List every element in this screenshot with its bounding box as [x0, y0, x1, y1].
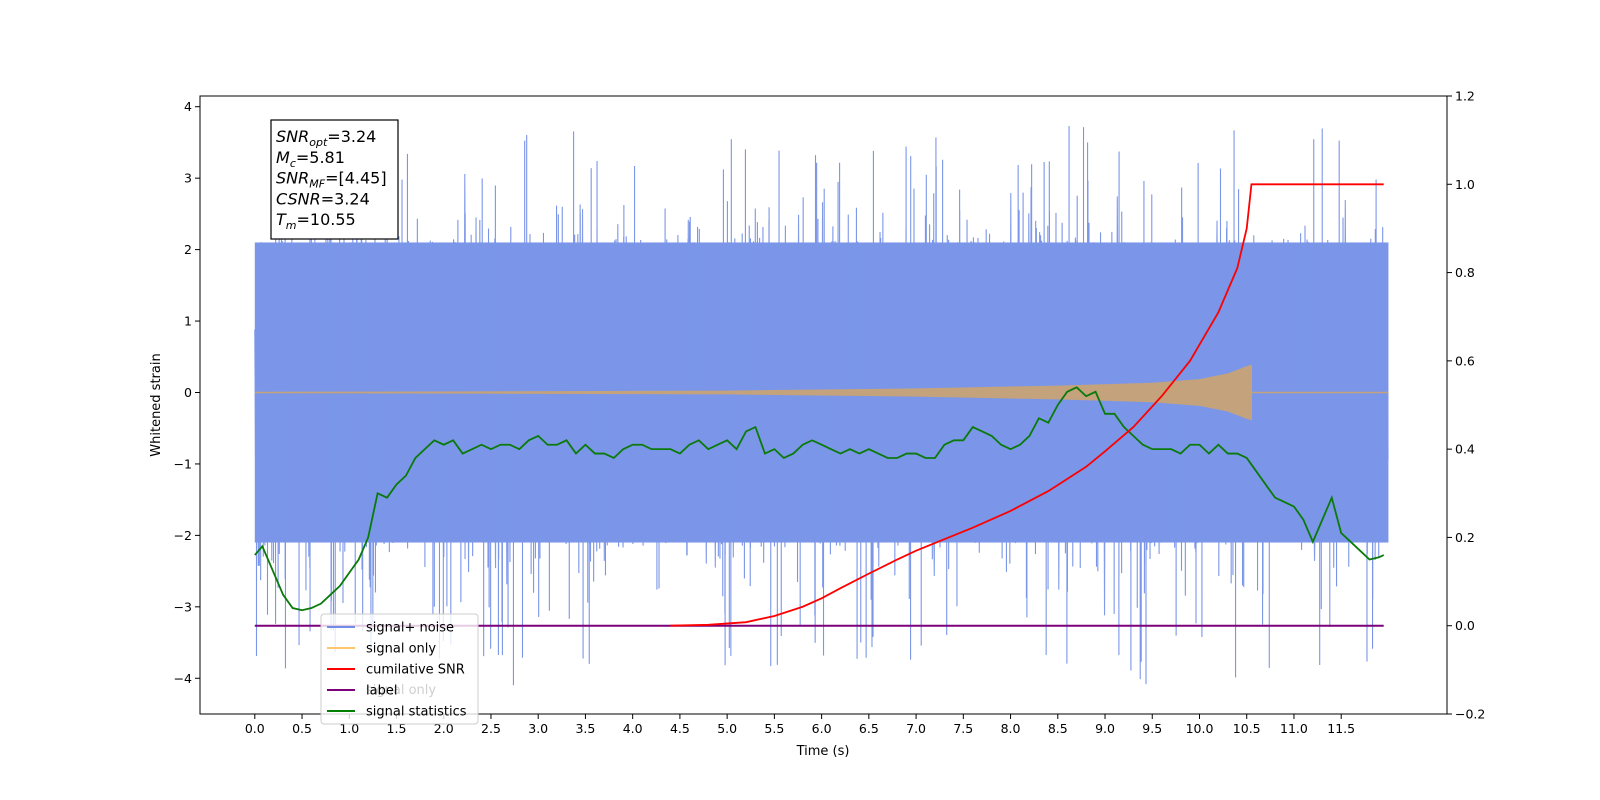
- x-tick-label: 0.5: [292, 721, 312, 736]
- x-tick-label: 6.5: [859, 721, 879, 736]
- annotation-line: Mc=5.81: [276, 148, 345, 170]
- annotation-subscript: opt: [309, 136, 328, 149]
- series-signal-only: [254, 364, 1389, 421]
- annotation-line: SNRopt=3.24: [276, 127, 376, 149]
- y-right-tick-label: 0.4: [1455, 442, 1475, 457]
- annotation-line: Tm=10.55: [276, 210, 356, 232]
- legend-label: signal+ noise: [366, 621, 454, 636]
- legend-label: cumilative SNR: [366, 663, 465, 678]
- annotation-value: =[4.45]: [325, 169, 387, 188]
- x-tick-label: 9.0: [1095, 721, 1115, 736]
- y-left-tick-label: 3: [184, 171, 192, 186]
- y-left-tick-label: 4: [184, 99, 192, 114]
- y-right-tick-label: 1.0: [1455, 177, 1475, 192]
- x-tick-label: 9.5: [1142, 721, 1162, 736]
- annotation-value: =5.81: [296, 148, 345, 167]
- y-right-tick-label: 0.6: [1455, 353, 1475, 368]
- x-tick-label: 1.5: [387, 721, 407, 736]
- x-tick-label: 8.0: [1001, 721, 1021, 736]
- legend: signal only signal+ noise signal only cumi…: [320, 613, 479, 725]
- legend-label: signal statistics: [366, 705, 467, 720]
- y-right-tick-label: 0.8: [1455, 265, 1475, 280]
- annotation-value: =3.24: [321, 189, 370, 208]
- plot-area: [254, 125, 1389, 686]
- x-tick-label: 0.0: [245, 721, 265, 736]
- annotation-subscript: MF: [309, 178, 325, 191]
- x-tick-label: 5.5: [764, 721, 784, 736]
- x-tick-label: 4.5: [670, 721, 690, 736]
- cumulative-snr-line: [670, 183, 1384, 627]
- legend-frame: [320, 613, 479, 725]
- y-right-tick-label: −0.2: [1455, 707, 1485, 722]
- y-right-tick-label: 0.0: [1455, 618, 1475, 633]
- annotation-line: CSNR=3.24: [276, 189, 370, 208]
- y-left-tick-label: −1: [174, 456, 192, 471]
- annotation-symbol: T: [276, 210, 287, 229]
- annotation-box: SNRopt=3.24Mc=5.81SNRMF=[4.45]CSNR=3.24T…: [270, 119, 399, 240]
- x-tick-label: 2.0: [434, 721, 454, 736]
- x-tick-label: 2.5: [481, 721, 501, 736]
- series-signal-statistics: [254, 386, 1385, 612]
- x-tick-label: 3.0: [528, 721, 548, 736]
- annotation-value: =3.24: [327, 127, 376, 146]
- x-tick-label: 5.0: [717, 721, 737, 736]
- legend-ghost-text: signal only: [366, 683, 436, 698]
- annotation-line: SNRMF=[4.45]: [276, 169, 387, 191]
- y-axis-left-ticks: −4 −3 −2 −1 0 1 2 3 4: [174, 99, 200, 686]
- annotation-value: =10.55: [297, 210, 356, 229]
- y-left-tick-label: 0: [184, 385, 192, 400]
- x-tick-label: 10.5: [1233, 721, 1261, 736]
- annotation-symbol: M: [276, 148, 290, 167]
- annotation-subscript: m: [286, 219, 297, 232]
- annotation-symbol: CSNR: [276, 189, 321, 208]
- annotation-frame: [270, 119, 399, 240]
- x-tick-label: 11.0: [1280, 721, 1308, 736]
- x-tick-label: 11.5: [1327, 721, 1355, 736]
- y-right-tick-label: 1.2: [1455, 89, 1475, 104]
- legend-label: signal only: [366, 642, 436, 657]
- x-axis-title: Time (s): [796, 744, 850, 759]
- y-right-tick-label: 0.2: [1455, 530, 1475, 545]
- x-tick-label: 7.5: [953, 721, 973, 736]
- x-tick-label: 6.0: [812, 721, 832, 736]
- y-axis-right-ticks: −0.2 0.0 0.2 0.4 0.6 0.8 1.0 1.2: [1447, 89, 1485, 722]
- annotation-symbol: SNR: [276, 127, 309, 146]
- plot-frame: [199, 95, 1448, 715]
- legend-label: label: [366, 684, 397, 699]
- series-cumulative-snr: [670, 183, 1384, 627]
- annotation-symbol: SNR: [276, 169, 309, 188]
- x-tick-label: 4.0: [623, 721, 643, 736]
- y-left-tick-label: −2: [174, 528, 192, 543]
- y-left-tick-label: 2: [184, 242, 192, 257]
- x-tick-label: 7.0: [906, 721, 926, 736]
- y-left-tick-label: 1: [184, 314, 192, 329]
- y-left-tick-label: −3: [174, 599, 192, 614]
- annotation-subscript: c: [290, 157, 296, 170]
- signal-statistics-line: [254, 386, 1385, 612]
- x-tick-label: 3.5: [575, 721, 595, 736]
- x-tick-label: 8.5: [1048, 721, 1068, 736]
- x-tick-label: 10.0: [1186, 721, 1214, 736]
- y-axis-title: Whitened strain: [149, 353, 164, 456]
- y-left-tick-label: −4: [174, 671, 192, 686]
- x-tick-label: 1.0: [339, 721, 359, 736]
